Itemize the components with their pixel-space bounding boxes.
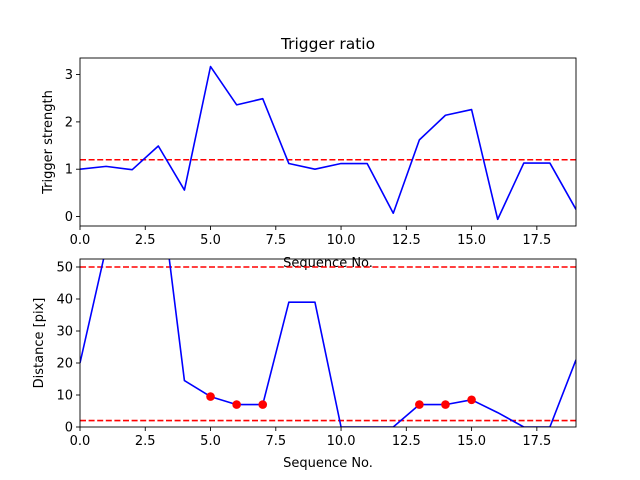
x-tick-label: 2.5 [135,233,156,248]
axes-frame [79,258,577,428]
y-tick-label: 1 [65,163,73,178]
y-tick-label: 0 [65,210,73,225]
x-tick-label: 15.0 [457,233,486,248]
x-tick-label: 17.5 [522,434,551,449]
x-tick-label: 2.5 [135,434,156,449]
x-axis-label: Sequence No. [283,256,373,271]
y-axis-label: Trigger strength [41,90,56,195]
trigger-ratio-chart: 0.0 2.5 5.0 7.5 10.0 12.5 15.0 17.5 0 1 2 3 Trigger … [41,35,577,271]
x-tick-label: 17.5 [522,233,551,248]
data-point-marker [206,392,215,401]
data-point-marker [232,400,241,409]
y-tick-label: 30 [56,325,73,340]
x-tick-label: 5.0 [200,434,221,449]
series-line-0 [80,65,576,221]
plot-area [80,259,576,427]
y-tick-label: 20 [56,357,73,372]
distance-chart: 0.0 2.5 5.0 7.5 10.0 12.5 15.0 17.5 0 10 20 30 40 50 S… [32,258,577,471]
series-line-0 [80,259,576,427]
x-tick-label: 10.0 [327,434,356,449]
x-tick-label: 0.0 [70,434,91,449]
chart-title: Trigger ratio [280,35,375,53]
y-axis-label: Distance [pix] [32,298,47,389]
y-tick-label: 50 [56,261,73,276]
data-point-marker [441,400,450,409]
x-tick-label: 15.0 [457,434,486,449]
y-tick-label: 2 [65,115,73,130]
x-tick-label: 10.0 [327,233,356,248]
y-tick-label: 40 [56,293,73,308]
axes-frame [79,57,577,227]
plot-area [80,65,576,221]
y-tick-label: 10 [56,389,73,404]
y-tick-label: 0 [65,421,73,436]
x-tick-label: 7.5 [265,434,286,449]
x-tick-label: 7.5 [265,233,286,248]
y-tick-label: 3 [65,68,73,83]
x-axis-label: Sequence No. [283,456,373,471]
x-tick-label: 12.5 [392,434,421,449]
x-tick-label: 12.5 [392,233,421,248]
x-tick-label: 5.0 [200,233,221,248]
data-point-marker [467,395,476,405]
data-point-marker [415,400,424,409]
x-tick-label: 0.0 [70,233,91,248]
data-point-marker [258,400,268,409]
